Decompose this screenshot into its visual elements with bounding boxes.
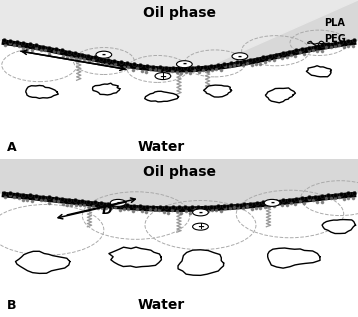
Circle shape [176, 61, 192, 68]
Polygon shape [26, 86, 58, 98]
Circle shape [264, 199, 280, 206]
Circle shape [96, 51, 112, 58]
Text: Water: Water [137, 298, 185, 312]
Text: A: A [7, 141, 17, 154]
Circle shape [155, 73, 171, 80]
Circle shape [193, 209, 208, 216]
Polygon shape [15, 251, 70, 273]
Polygon shape [92, 83, 120, 95]
Text: -: - [198, 207, 203, 217]
Text: D: D [102, 204, 112, 217]
Text: PEG: PEG [324, 34, 346, 44]
Polygon shape [178, 250, 224, 275]
Polygon shape [204, 85, 231, 97]
Text: -: - [116, 198, 120, 208]
Text: -: - [102, 50, 106, 60]
Text: PLA: PLA [324, 18, 345, 28]
Polygon shape [268, 248, 320, 268]
Text: -: - [270, 198, 274, 208]
Text: Oil phase: Oil phase [142, 165, 216, 179]
Text: -: - [182, 59, 187, 69]
Text: +: + [159, 72, 166, 81]
Text: Water: Water [137, 140, 185, 154]
Polygon shape [145, 91, 178, 102]
Circle shape [193, 223, 208, 230]
Text: -: - [238, 51, 242, 61]
Text: B: B [7, 299, 17, 312]
Text: Oil phase: Oil phase [142, 6, 216, 20]
Text: +: + [197, 222, 204, 231]
Circle shape [110, 199, 126, 206]
Circle shape [232, 53, 248, 60]
Polygon shape [322, 220, 355, 234]
Polygon shape [306, 66, 332, 77]
Polygon shape [109, 247, 161, 267]
Polygon shape [265, 88, 295, 103]
